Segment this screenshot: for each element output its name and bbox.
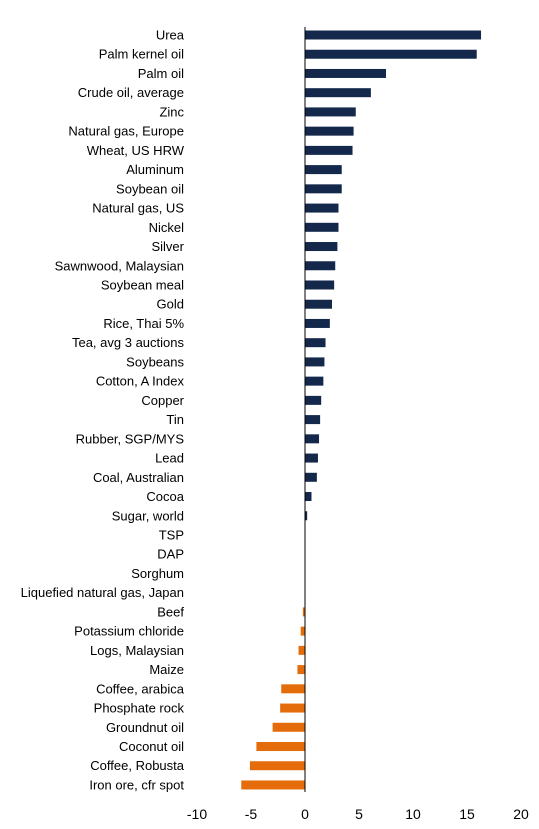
category-label: Beef — [157, 604, 184, 619]
bar-positive — [305, 222, 339, 232]
category-label: Zinc — [159, 104, 184, 119]
bar-positive — [305, 472, 317, 482]
category-label: Soybeans — [126, 354, 184, 369]
bar-positive — [305, 511, 308, 521]
bar-positive — [305, 88, 371, 98]
x-tick-label: 0 — [301, 806, 309, 822]
x-tick-label: 20 — [513, 806, 529, 822]
category-label: Rubber, SGP/MYS — [76, 431, 185, 446]
bar-positive — [305, 357, 325, 367]
bar-positive — [305, 165, 342, 175]
category-label: Tin — [166, 412, 184, 427]
category-label: Sorghum — [131, 566, 184, 581]
x-tick-label: 5 — [355, 806, 363, 822]
x-tick-label: 10 — [405, 806, 421, 822]
category-label: Cocoa — [146, 489, 184, 504]
category-label: Urea — [156, 28, 185, 43]
category-label: Rice, Thai 5% — [103, 316, 184, 331]
category-label: Maize — [149, 662, 184, 677]
category-label: Sawnwood, Malaysian — [55, 258, 184, 273]
bar-negative — [298, 645, 305, 655]
category-label: Copper — [141, 393, 184, 408]
category-label: Natural gas, US — [92, 201, 184, 216]
bar-positive — [305, 261, 336, 271]
category-label: Lead — [155, 451, 184, 466]
category-labels-group: Urea Palm kernel oil Palm oil Crude oil, av… — [21, 28, 185, 793]
bar-positive — [305, 68, 386, 78]
category-label: Crude oil, average — [78, 85, 184, 100]
bar-positive — [305, 107, 356, 117]
category-label: Sugar, world — [112, 508, 184, 523]
category-label: Coconut oil — [119, 739, 184, 754]
bar-negative — [302, 607, 305, 617]
category-label: Gold — [157, 297, 184, 312]
bar-negative — [297, 665, 305, 675]
category-label: Coffee, Robusta — [90, 758, 184, 773]
category-label: Aluminum — [126, 162, 184, 177]
category-label: Silver — [151, 239, 184, 254]
bar-positive — [305, 415, 321, 425]
bar-negative — [280, 703, 305, 713]
bar-positive — [305, 184, 342, 194]
bar-positive — [305, 280, 335, 290]
bar-positive — [305, 434, 320, 444]
bar-negative — [241, 780, 305, 790]
x-tick-label: -10 — [187, 806, 207, 822]
x-tick-labels-group: -10 -5 0 5 10 15 20 — [187, 806, 529, 822]
category-label: TSP — [159, 527, 184, 542]
bar-positive — [305, 395, 322, 405]
category-label: Nickel — [149, 220, 185, 235]
category-label: Phosphate rock — [94, 701, 185, 716]
category-label: DAP — [157, 547, 184, 562]
category-label: Coffee, arabica — [96, 681, 185, 696]
bar-positive — [305, 492, 312, 502]
bar-positive — [305, 299, 332, 309]
bar-positive — [305, 30, 482, 40]
bar-negative — [249, 761, 305, 771]
bar-positive — [305, 203, 339, 213]
category-label: Coal, Australian — [93, 470, 184, 485]
bar-positive — [305, 453, 318, 463]
category-label: Iron ore, cfr spot — [89, 777, 184, 792]
category-label: Logs, Malaysian — [90, 643, 184, 658]
x-tick-label: -5 — [245, 806, 258, 822]
category-label: Tea, avg 3 auctions — [72, 335, 185, 350]
bar-negative — [272, 722, 305, 732]
bar-positive — [305, 318, 330, 328]
category-label: Groundnut oil — [106, 720, 184, 735]
bar-positive — [305, 338, 326, 348]
bar-negative — [300, 626, 305, 636]
bars-group — [241, 30, 482, 790]
bar-negative — [281, 684, 305, 694]
bar-positive — [305, 376, 324, 386]
bar-positive — [305, 242, 338, 252]
bar-positive — [305, 126, 354, 136]
x-tick-label: 15 — [459, 806, 475, 822]
category-label: Wheat, US HRW — [87, 143, 185, 158]
category-label: Soybean meal — [101, 277, 184, 292]
category-label: Soybean oil — [116, 181, 184, 196]
category-label: Cotton, A Index — [96, 374, 185, 389]
category-label: Palm oil — [138, 66, 184, 81]
category-label: Potassium chloride — [74, 624, 184, 639]
bar-negative — [256, 742, 305, 752]
category-label: Natural gas, Europe — [68, 124, 184, 139]
category-label: Palm kernel oil — [99, 47, 184, 62]
bar-positive — [305, 49, 477, 59]
bar-positive — [305, 145, 353, 155]
category-label: Liquefied natural gas, Japan — [21, 585, 184, 600]
